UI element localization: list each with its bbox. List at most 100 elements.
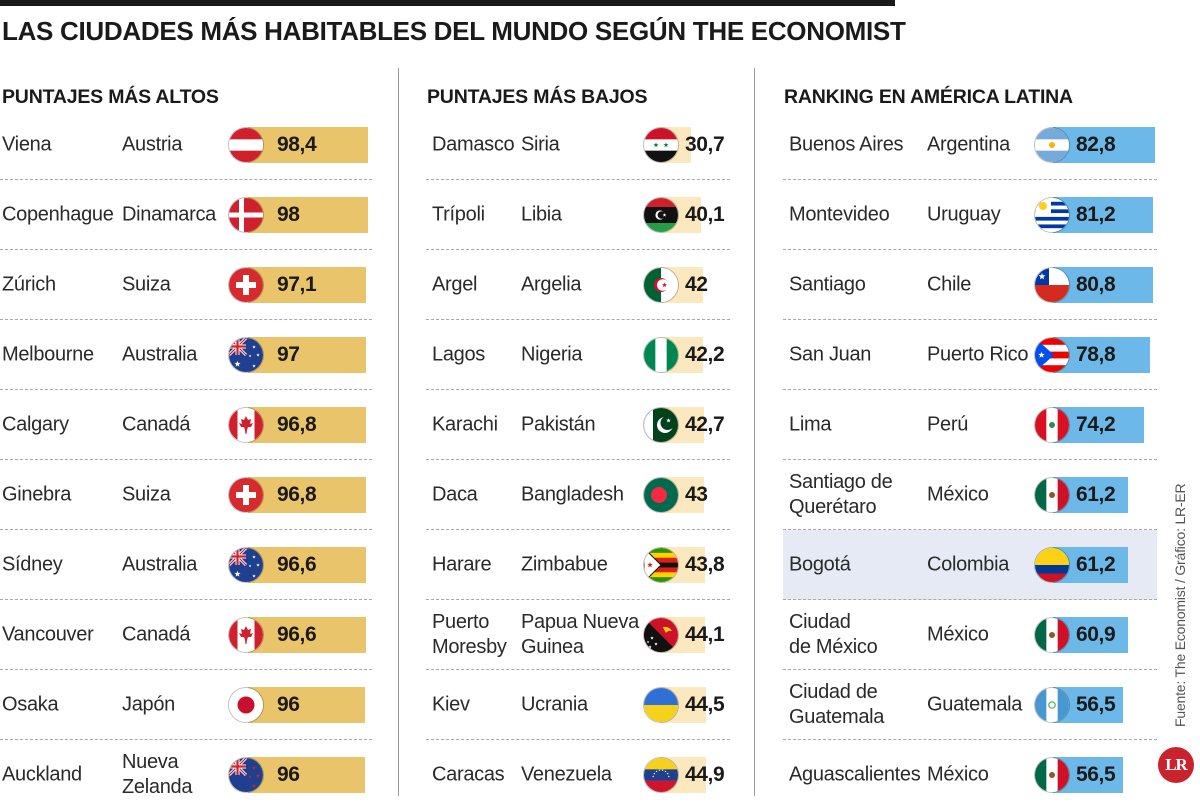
city-label: Santiago de Querétaro: [789, 471, 893, 518]
table-row: Karachi Pakistán 42,7: [426, 390, 730, 460]
score-value: 97,1: [277, 273, 317, 296]
australia-flag-icon: [229, 548, 263, 582]
score-bar: [248, 687, 365, 723]
score-value: 43,8: [685, 553, 725, 576]
score-bar: [1053, 197, 1153, 233]
table-row: Buenos Aires Argentina 82,8: [783, 110, 1157, 180]
city-label: Bogotá: [789, 553, 851, 576]
score-value: 44,1: [685, 623, 725, 646]
row-divider: [426, 669, 730, 670]
city-label: Montevideo: [789, 203, 890, 226]
city-label: Sídney: [2, 553, 63, 576]
row-divider: [783, 249, 1157, 250]
score-value: 96,8: [277, 483, 317, 506]
row-divider: [0, 179, 372, 180]
guatemala-flag-icon: [1035, 688, 1069, 722]
row-divider: [0, 389, 372, 390]
zimbabwe-flag-icon: [644, 548, 678, 582]
country-label: Papua Nueva Guinea: [521, 611, 639, 658]
country-label: Perú: [927, 413, 969, 436]
score-bar: [248, 337, 366, 373]
panel-title: RANKING EN AMÉRICA LATINA: [784, 86, 1073, 108]
ukraine-flag-icon: [644, 688, 678, 722]
table-row: Viena Austria 98,4: [0, 110, 372, 180]
table-row: Copenhague Dinamarca 98: [0, 180, 372, 250]
city-label: Trípoli: [432, 203, 485, 226]
table-row: Puerto Moresby Papua Nueva Guinea 44,1: [426, 600, 730, 670]
table-row: Daca Bangladesh 43: [426, 460, 730, 530]
country-label: Zimbabue: [521, 553, 608, 576]
panel-lowest-scores: PUNTAJES MÁS BAJOS Damasco Siria 30,7 Trípo…: [426, 0, 730, 801]
city-label: Zúrich: [2, 273, 56, 296]
table-row: Sídney Australia 96,6: [0, 530, 372, 600]
denmark-flag-icon: [229, 198, 263, 232]
country-label: Argelia: [521, 273, 582, 296]
source-note: Fuente: The Economist / Gráfico: LR-ER: [1172, 483, 1188, 727]
city-label: Santiago: [789, 273, 866, 296]
score-bar: [248, 127, 368, 163]
country-label: México: [927, 623, 989, 646]
panel-title: PUNTAJES MÁS BAJOS: [427, 86, 648, 108]
row-divider: [0, 459, 372, 460]
libya-flag-icon: [644, 198, 678, 232]
score-value: 78,8: [1076, 343, 1116, 366]
row-divider: [783, 179, 1157, 180]
top-rule: [0, 0, 895, 6]
score-value: 96: [277, 693, 300, 716]
score-bar: [248, 757, 365, 793]
country-label: Japón: [122, 693, 175, 716]
score-bar: [1053, 127, 1155, 163]
city-label: Vancouver: [2, 623, 94, 646]
score-value: 61,2: [1076, 483, 1116, 506]
row-divider: [426, 249, 730, 250]
city-label: Osaka: [2, 693, 59, 716]
row-divider: [426, 459, 730, 460]
score-value: 60,9: [1076, 623, 1116, 646]
score-bar: [248, 197, 368, 233]
new-zealand-flag-icon: [229, 758, 263, 792]
score-value: 80,8: [1076, 273, 1116, 296]
row-divider: [783, 739, 1157, 740]
country-label: Argentina: [927, 133, 1010, 156]
score-value: 97: [277, 343, 300, 366]
city-label: Harare: [432, 553, 492, 576]
mexico-flag-icon: [1035, 618, 1069, 652]
table-row: Trípoli Libia 40,1: [426, 180, 730, 250]
bangladesh-flag-icon: [644, 478, 678, 512]
country-label: Chile: [927, 273, 972, 296]
peru-flag-icon: [1035, 408, 1069, 442]
score-value: 40,1: [685, 203, 725, 226]
table-row: Zúrich Suiza 97,1: [0, 250, 372, 320]
algeria-flag-icon: [644, 268, 678, 302]
city-label: Buenos Aires: [789, 133, 904, 156]
table-row: Santiago de Querétaro México 61,2: [783, 460, 1157, 530]
score-bar: [248, 617, 366, 653]
table-row: Santiago Chile 80,8: [783, 250, 1157, 320]
country-label: Austria: [122, 133, 183, 156]
table-row: Montevideo Uruguay 81,2: [783, 180, 1157, 250]
table-row: Lagos Nigeria 42,2: [426, 320, 730, 390]
australia-flag-icon: [229, 338, 263, 372]
panel-highest-scores: PUNTAJES MÁS ALTOS Viena Austria 98,4 Copen…: [0, 0, 372, 801]
argentina-flag-icon: [1035, 128, 1069, 162]
colombia-flag-icon: [1035, 548, 1069, 582]
austria-flag-icon: [229, 128, 263, 162]
row-divider: [426, 319, 730, 320]
score-value: 30,7: [685, 133, 725, 156]
city-label: Ginebra: [2, 483, 72, 506]
score-value: 56,5: [1076, 763, 1116, 786]
city-label: Copenhague: [2, 203, 114, 226]
city-label: Caracas: [432, 763, 505, 786]
mexico-flag-icon: [1035, 478, 1069, 512]
city-label: Viena: [2, 133, 52, 156]
score-value: 42: [685, 273, 708, 296]
switzerland-flag-icon: [229, 478, 263, 512]
table-row: Ciudad de Guatemala Guatemala 56,5: [783, 670, 1157, 740]
country-label: Libia: [521, 203, 562, 226]
country-label: Uruguay: [927, 203, 1001, 226]
row-divider: [0, 529, 372, 530]
city-label: Kiev: [432, 693, 470, 716]
table-row: Calgary Canadá 96,8: [0, 390, 372, 460]
table-row: Auckland Nueva Zelanda 96: [0, 740, 372, 810]
row-divider: [0, 739, 372, 740]
